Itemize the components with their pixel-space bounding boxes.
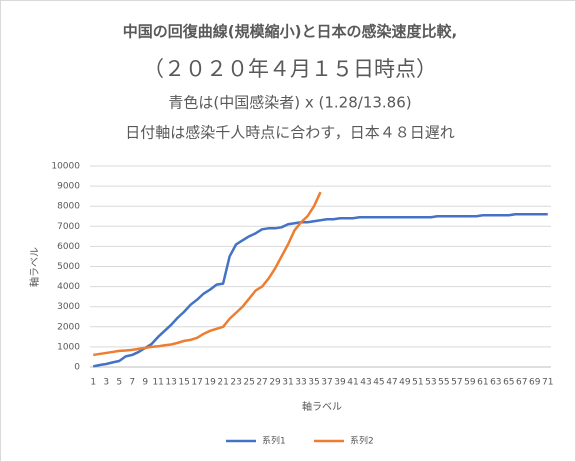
x-tick-label: 5 bbox=[116, 378, 122, 388]
legend-label: 系列1 bbox=[262, 435, 286, 447]
x-tick-label: 53 bbox=[425, 378, 436, 388]
y-tick-label: 7000 bbox=[57, 222, 80, 232]
chart-title: 中国の回復曲線(規模縮小)と日本の感染速度比較, bbox=[123, 23, 457, 41]
y-tick-label: 5000 bbox=[57, 262, 80, 272]
y-tick-label: 3000 bbox=[57, 302, 80, 312]
y-axis-title: 軸ラベル bbox=[28, 247, 41, 287]
y-tick-label: 6000 bbox=[57, 242, 80, 252]
x-tick-label: 7 bbox=[129, 378, 135, 388]
x-tick-label: 61 bbox=[477, 378, 488, 388]
y-tick-label: 0 bbox=[74, 363, 80, 373]
chart-subtitle: （２０２０年４月１５日時点） bbox=[143, 57, 437, 81]
x-tick-label: 1 bbox=[90, 378, 96, 388]
x-tick-label: 51 bbox=[412, 378, 423, 388]
x-tick-label: 17 bbox=[191, 378, 202, 388]
y-tick-label: 9000 bbox=[57, 182, 80, 192]
x-tick-label: 25 bbox=[243, 378, 254, 388]
x-tick-label: 49 bbox=[399, 378, 411, 388]
y-tick-label: 1000 bbox=[57, 342, 80, 352]
x-tick-label: 37 bbox=[321, 378, 332, 388]
x-tick-label: 35 bbox=[308, 378, 319, 388]
x-tick-label: 27 bbox=[256, 378, 267, 388]
x-tick-label: 63 bbox=[490, 378, 501, 388]
x-tick-label: 13 bbox=[165, 378, 176, 388]
y-tick-label: 8000 bbox=[57, 202, 80, 212]
annotation: 青色は(中国感染者) x (1.28/13.86) bbox=[168, 94, 411, 112]
x-tick-label: 3 bbox=[103, 378, 109, 388]
series-line bbox=[93, 191, 322, 357]
x-tick-label: 21 bbox=[217, 378, 228, 388]
x-tick-label: 15 bbox=[178, 378, 189, 388]
x-tick-label: 19 bbox=[204, 378, 216, 388]
y-tick-label: 4000 bbox=[57, 282, 80, 292]
x-tick-label: 29 bbox=[269, 378, 281, 388]
x-tick-label: 59 bbox=[464, 378, 476, 388]
x-tick-label: 47 bbox=[386, 378, 397, 388]
y-tick-label: 10000 bbox=[51, 162, 80, 172]
y-tick-label: 2000 bbox=[57, 322, 80, 332]
x-tick-label: 55 bbox=[438, 378, 449, 388]
x-tick-label: 45 bbox=[373, 378, 384, 388]
legend-label: 系列2 bbox=[350, 435, 374, 447]
x-tick-label: 57 bbox=[451, 378, 462, 388]
x-tick-label: 11 bbox=[152, 378, 163, 388]
x-tick-label: 9 bbox=[142, 378, 148, 388]
x-tick-label: 43 bbox=[360, 378, 371, 388]
x-tick-label: 71 bbox=[542, 378, 553, 388]
x-tick-label: 65 bbox=[503, 378, 514, 388]
x-axis-title: 軸ラベル bbox=[302, 400, 342, 413]
annotation: 日付軸は感染千人時点に合わす，日本４８日遅れ bbox=[125, 124, 454, 142]
x-tick-label: 33 bbox=[295, 378, 306, 388]
x-tick-label: 69 bbox=[529, 378, 541, 388]
x-tick-label: 23 bbox=[230, 378, 241, 388]
series-line bbox=[92, 212, 548, 368]
x-tick-label: 31 bbox=[282, 378, 293, 388]
x-tick-label: 41 bbox=[347, 378, 358, 388]
x-tick-label: 67 bbox=[516, 378, 527, 388]
x-tick-label: 39 bbox=[334, 378, 346, 388]
